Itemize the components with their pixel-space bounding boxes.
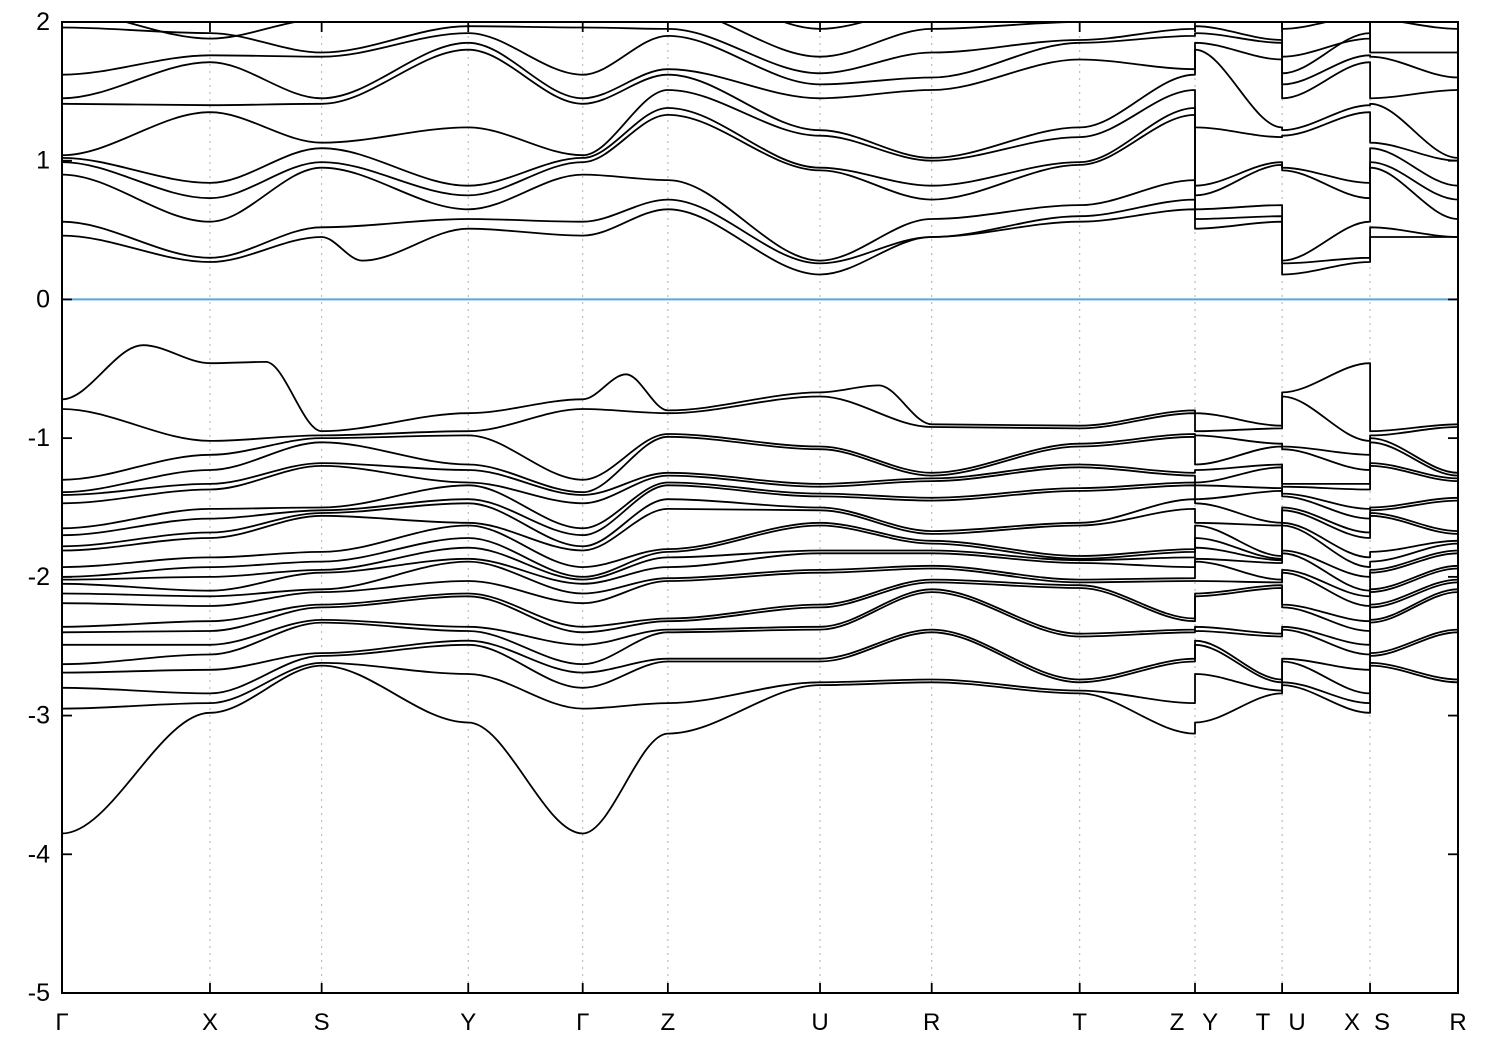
y-tick-label: -2 — [28, 563, 50, 591]
band-curve — [62, 578, 1458, 628]
kpoint-label: S — [314, 1009, 330, 1036]
band-curve — [62, 552, 1458, 592]
kpoint-label: Z — [1170, 1009, 1185, 1036]
band-curves — [62, 22, 1458, 835]
kpoint-label: U — [811, 1009, 828, 1036]
y-tick-label: -1 — [28, 424, 50, 452]
y-tick-label: -4 — [28, 840, 50, 868]
kpoint-label: T — [1256, 1009, 1271, 1036]
band-curve — [62, 462, 1458, 496]
band-curve — [62, 107, 1458, 187]
band-curve — [62, 89, 1458, 162]
band-curve — [62, 591, 1458, 666]
band-curve — [62, 484, 1458, 537]
y-tick-label: -5 — [28, 979, 50, 1007]
kpoint-label: X — [1344, 1009, 1360, 1036]
tick-marks — [61, 21, 1459, 994]
band-curve — [62, 521, 1458, 568]
band-curve — [62, 48, 1458, 159]
y-tick-label: 2 — [36, 8, 50, 36]
kpoint-label: Y — [460, 1009, 476, 1036]
kpoint-label: U — [1288, 1009, 1305, 1036]
band-curve — [62, 664, 1458, 835]
band-curve — [62, 560, 1458, 598]
band-curve — [62, 344, 1458, 433]
band-curve — [62, 588, 1458, 646]
kpoint-label: T — [1072, 1009, 1087, 1036]
kpoint-label: Γ — [576, 1009, 589, 1036]
band-curve — [62, 567, 1458, 607]
kpoint-label: S — [1374, 1009, 1390, 1036]
kpoint-label: Y — [1202, 1009, 1218, 1036]
band-curve — [62, 581, 1458, 634]
band-curve — [62, 41, 1458, 100]
band-curve — [62, 433, 1458, 481]
gridlines — [209, 22, 1371, 993]
axis-box — [61, 21, 1459, 994]
band-curve — [62, 395, 1458, 442]
y-tick-label: 0 — [36, 285, 50, 313]
band-curve — [62, 32, 1458, 86]
band-curve — [122, 22, 1458, 58]
kpoint-label: X — [202, 1009, 218, 1036]
band-curve — [62, 498, 1458, 548]
band-curve — [62, 465, 1458, 505]
band-curve — [62, 524, 1458, 578]
y-tick-label: -3 — [28, 702, 50, 730]
kpoint-label: Z — [661, 1009, 676, 1036]
band-curve — [781, 22, 1331, 30]
band-curve — [62, 628, 1458, 681]
band-curve — [62, 25, 1458, 75]
band-curve — [62, 631, 1458, 695]
kpoint-label: R — [1449, 1009, 1466, 1036]
band-curve — [62, 208, 1458, 276]
band-curve — [62, 481, 1458, 530]
band-curve — [62, 198, 1458, 265]
band-curve — [62, 546, 1458, 581]
kpoint-label: Γ — [55, 1009, 68, 1036]
kpoint-label: R — [923, 1009, 940, 1036]
band-curve — [62, 662, 1458, 710]
band-curve — [62, 508, 1458, 552]
y-tick-label: 1 — [36, 147, 50, 175]
band-curve — [62, 114, 1458, 201]
band-curve — [62, 166, 1458, 262]
y-tick-labels: 2 1 0 -1 -2 -3 -4 -5 — [28, 8, 50, 1007]
